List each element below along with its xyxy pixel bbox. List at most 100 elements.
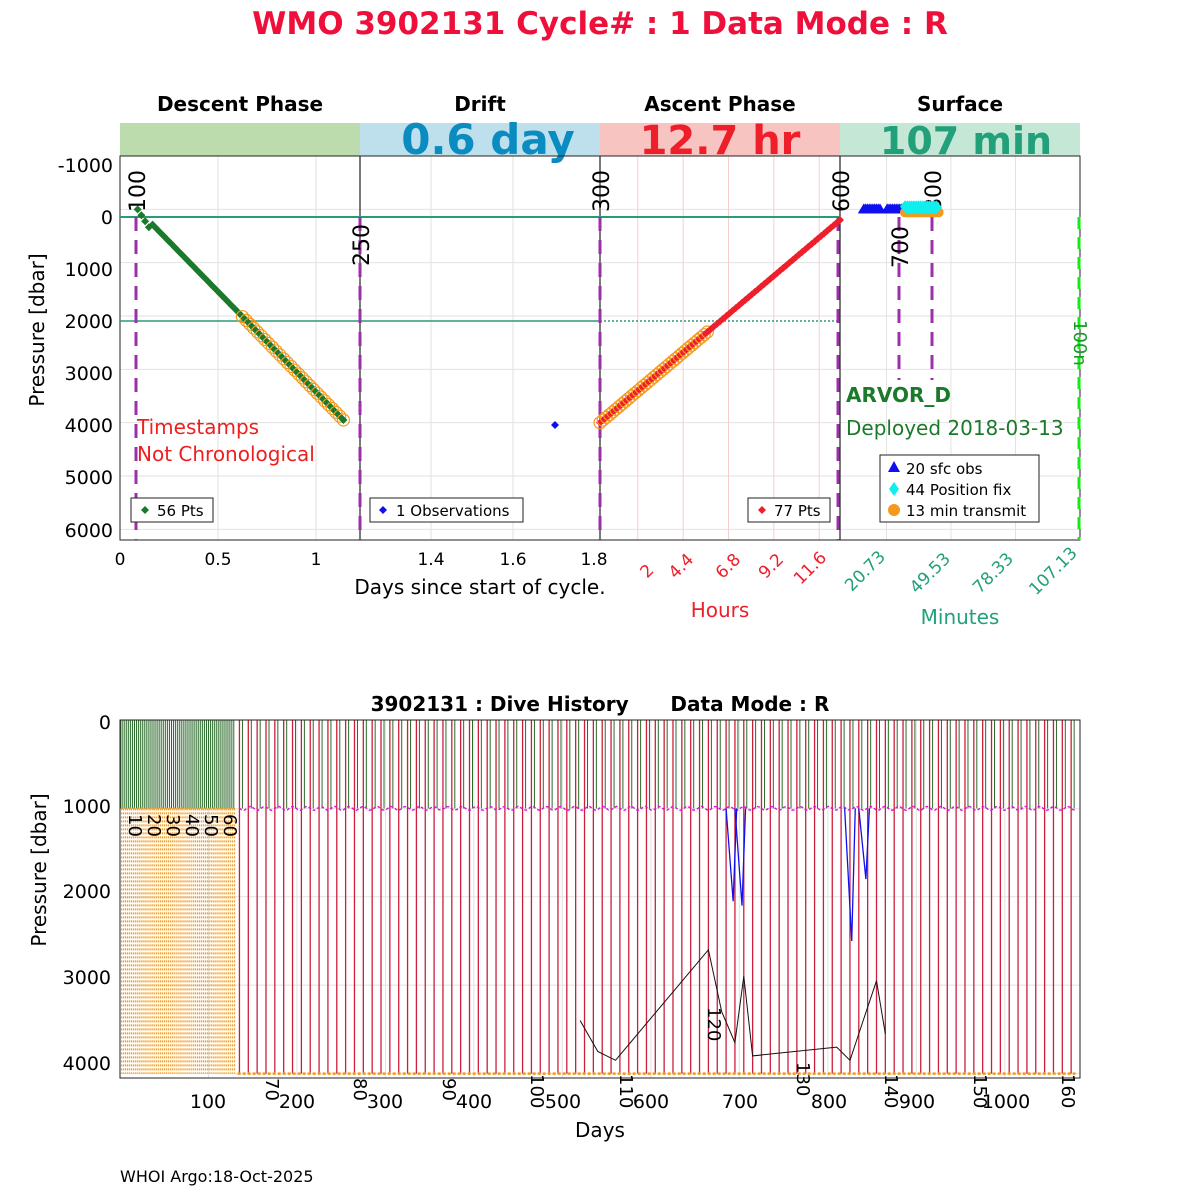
ytick-0: 0	[101, 207, 113, 229]
ascent-point	[791, 253, 800, 262]
ascent-legend: 77 Pts	[747, 497, 831, 523]
marker-label-600: 600	[830, 170, 855, 212]
descent-point	[339, 416, 348, 424]
drift-point	[551, 421, 559, 429]
drift-duration: 0.6 day	[401, 115, 575, 164]
descent-point-ring	[269, 344, 283, 358]
descent-title: Descent Phase	[157, 92, 323, 116]
cycle-label-70: 70	[261, 1078, 282, 1101]
cycle-label-60: 60	[219, 814, 240, 837]
ascent-title: Ascent Phase	[644, 92, 795, 116]
ytick-3000: 3000	[65, 363, 113, 385]
xtick-day-1.4: 1.4	[417, 550, 444, 570]
xtick-min-107.13: 107.13	[1025, 543, 1081, 599]
drift-legend-marker	[379, 506, 387, 514]
descent-legend-marker	[141, 506, 149, 514]
xtick-day-1.6: 1.6	[499, 550, 526, 570]
position-fix-point	[932, 201, 942, 214]
descent-point-ring	[284, 359, 298, 373]
cycle-label-20: 20	[143, 814, 164, 837]
dh-xtick-1000: 1000	[982, 1091, 1030, 1113]
descent-point-ring	[299, 375, 313, 389]
ytick-6000: 6000	[65, 520, 113, 542]
drift-band	[360, 123, 600, 156]
ascent-point-ring	[700, 325, 714, 339]
legend-fix-label: 44 Position fix	[906, 481, 1011, 499]
descent-point-ring	[235, 309, 250, 324]
xtick-day-1.8: 1.8	[580, 550, 607, 570]
deep-dive-trace	[734, 808, 747, 906]
descent-point-ring	[243, 317, 257, 331]
descent-point-ring	[250, 325, 264, 339]
descent-point-ring	[321, 398, 336, 412]
legend-transmit-marker	[888, 504, 900, 516]
dh-xtick-300: 300	[367, 1091, 403, 1113]
xtick-min-78.33: 78.33	[969, 549, 1018, 598]
legend-transmit-label: 13 min transmit	[906, 502, 1026, 520]
descent-point	[133, 205, 142, 214]
descent-point-ring	[247, 321, 261, 335]
descent-point-ring	[336, 413, 351, 427]
surface-title: Surface	[917, 92, 1003, 116]
cycle-labels: 10 20 30 40 50 60 70 80 90 100 110 120 1…	[124, 814, 1078, 1108]
deployed-date: Deployed 2018-03-13	[846, 416, 1064, 440]
float-model: ARVOR_D	[846, 383, 951, 407]
ascent-band	[600, 123, 840, 156]
descent-point-ring	[288, 363, 302, 377]
dh-xtick-600: 600	[633, 1091, 669, 1113]
cycle-label-40: 40	[181, 814, 202, 837]
descent-legend: 56 Pts	[130, 497, 214, 523]
cycle-label-110: 110	[615, 1074, 636, 1108]
descent-legend-label: 56 Pts	[157, 502, 204, 520]
top-ylabel: Pressure [dbar]	[25, 253, 49, 406]
descent-point-ring	[262, 336, 276, 350]
marker-label-100: 100	[126, 170, 151, 212]
marker-label-300: 300	[590, 170, 615, 212]
cycle-label-160: 160	[1057, 1074, 1078, 1108]
descent-point-ring	[325, 401, 339, 416]
cycle-label-140: 140	[880, 1074, 901, 1108]
drift-title: Drift	[454, 92, 506, 116]
surface-band	[840, 123, 1080, 156]
dh-xtick-700: 700	[722, 1091, 758, 1113]
legend-sfc-label: 20 sfc obs	[906, 460, 983, 478]
cycle-label-100: 100	[526, 1074, 547, 1108]
ascent-duration: 12.7 hr	[640, 118, 801, 164]
ascent-point-ring	[697, 328, 711, 342]
descent-point-ring	[291, 367, 306, 381]
timestamps-note-1: Timestamps	[136, 415, 259, 439]
ascent-point	[836, 216, 844, 224]
surface-legend: 20 sfc obs 44 Position fix 13 min transm…	[879, 454, 1040, 523]
cycle-label-120: 120	[703, 1007, 724, 1041]
xlabel-days: Days since start of cycle.	[354, 575, 605, 599]
dive-history-chart: 3902131 : Dive History Data Mode : R Pre…	[27, 692, 1081, 1142]
descent-point-ring	[273, 348, 287, 362]
dh-xtick-500: 500	[545, 1091, 581, 1113]
cycle-label-90: 90	[438, 1078, 459, 1101]
xtick-hour-6.8: 6.8	[712, 550, 745, 583]
descent-point	[141, 217, 150, 226]
dh-ytick-1000: 1000	[63, 796, 111, 818]
descent-point-ring	[310, 386, 324, 400]
park-pressure-trace	[238, 805, 1076, 812]
dive-history-series	[120, 720, 1076, 1075]
descent-band	[120, 123, 360, 156]
xtick-day-0.5: 0.5	[204, 550, 231, 570]
descent-point-ring	[295, 371, 309, 385]
drift-legend: 1 Observations	[369, 497, 524, 523]
surface-series	[857, 200, 944, 218]
xtick-min-49.53: 49.53	[906, 549, 955, 598]
descent-point-ring	[265, 340, 279, 354]
xtick-hour-4.4: 4.4	[665, 550, 698, 583]
xlabel-hours: Hours	[691, 598, 750, 622]
cycle-label-150: 150	[969, 1074, 990, 1108]
descent-point	[137, 211, 146, 220]
xtick-hour-9.2: 9.2	[755, 550, 788, 583]
xtick-min-20.73: 20.73	[841, 547, 890, 596]
descent-point-ring	[303, 378, 317, 393]
descent-point-ring	[333, 409, 347, 423]
deep-dive-trace	[858, 808, 871, 880]
ascent-series	[593, 216, 844, 430]
dh-xtick-800: 800	[811, 1091, 847, 1113]
